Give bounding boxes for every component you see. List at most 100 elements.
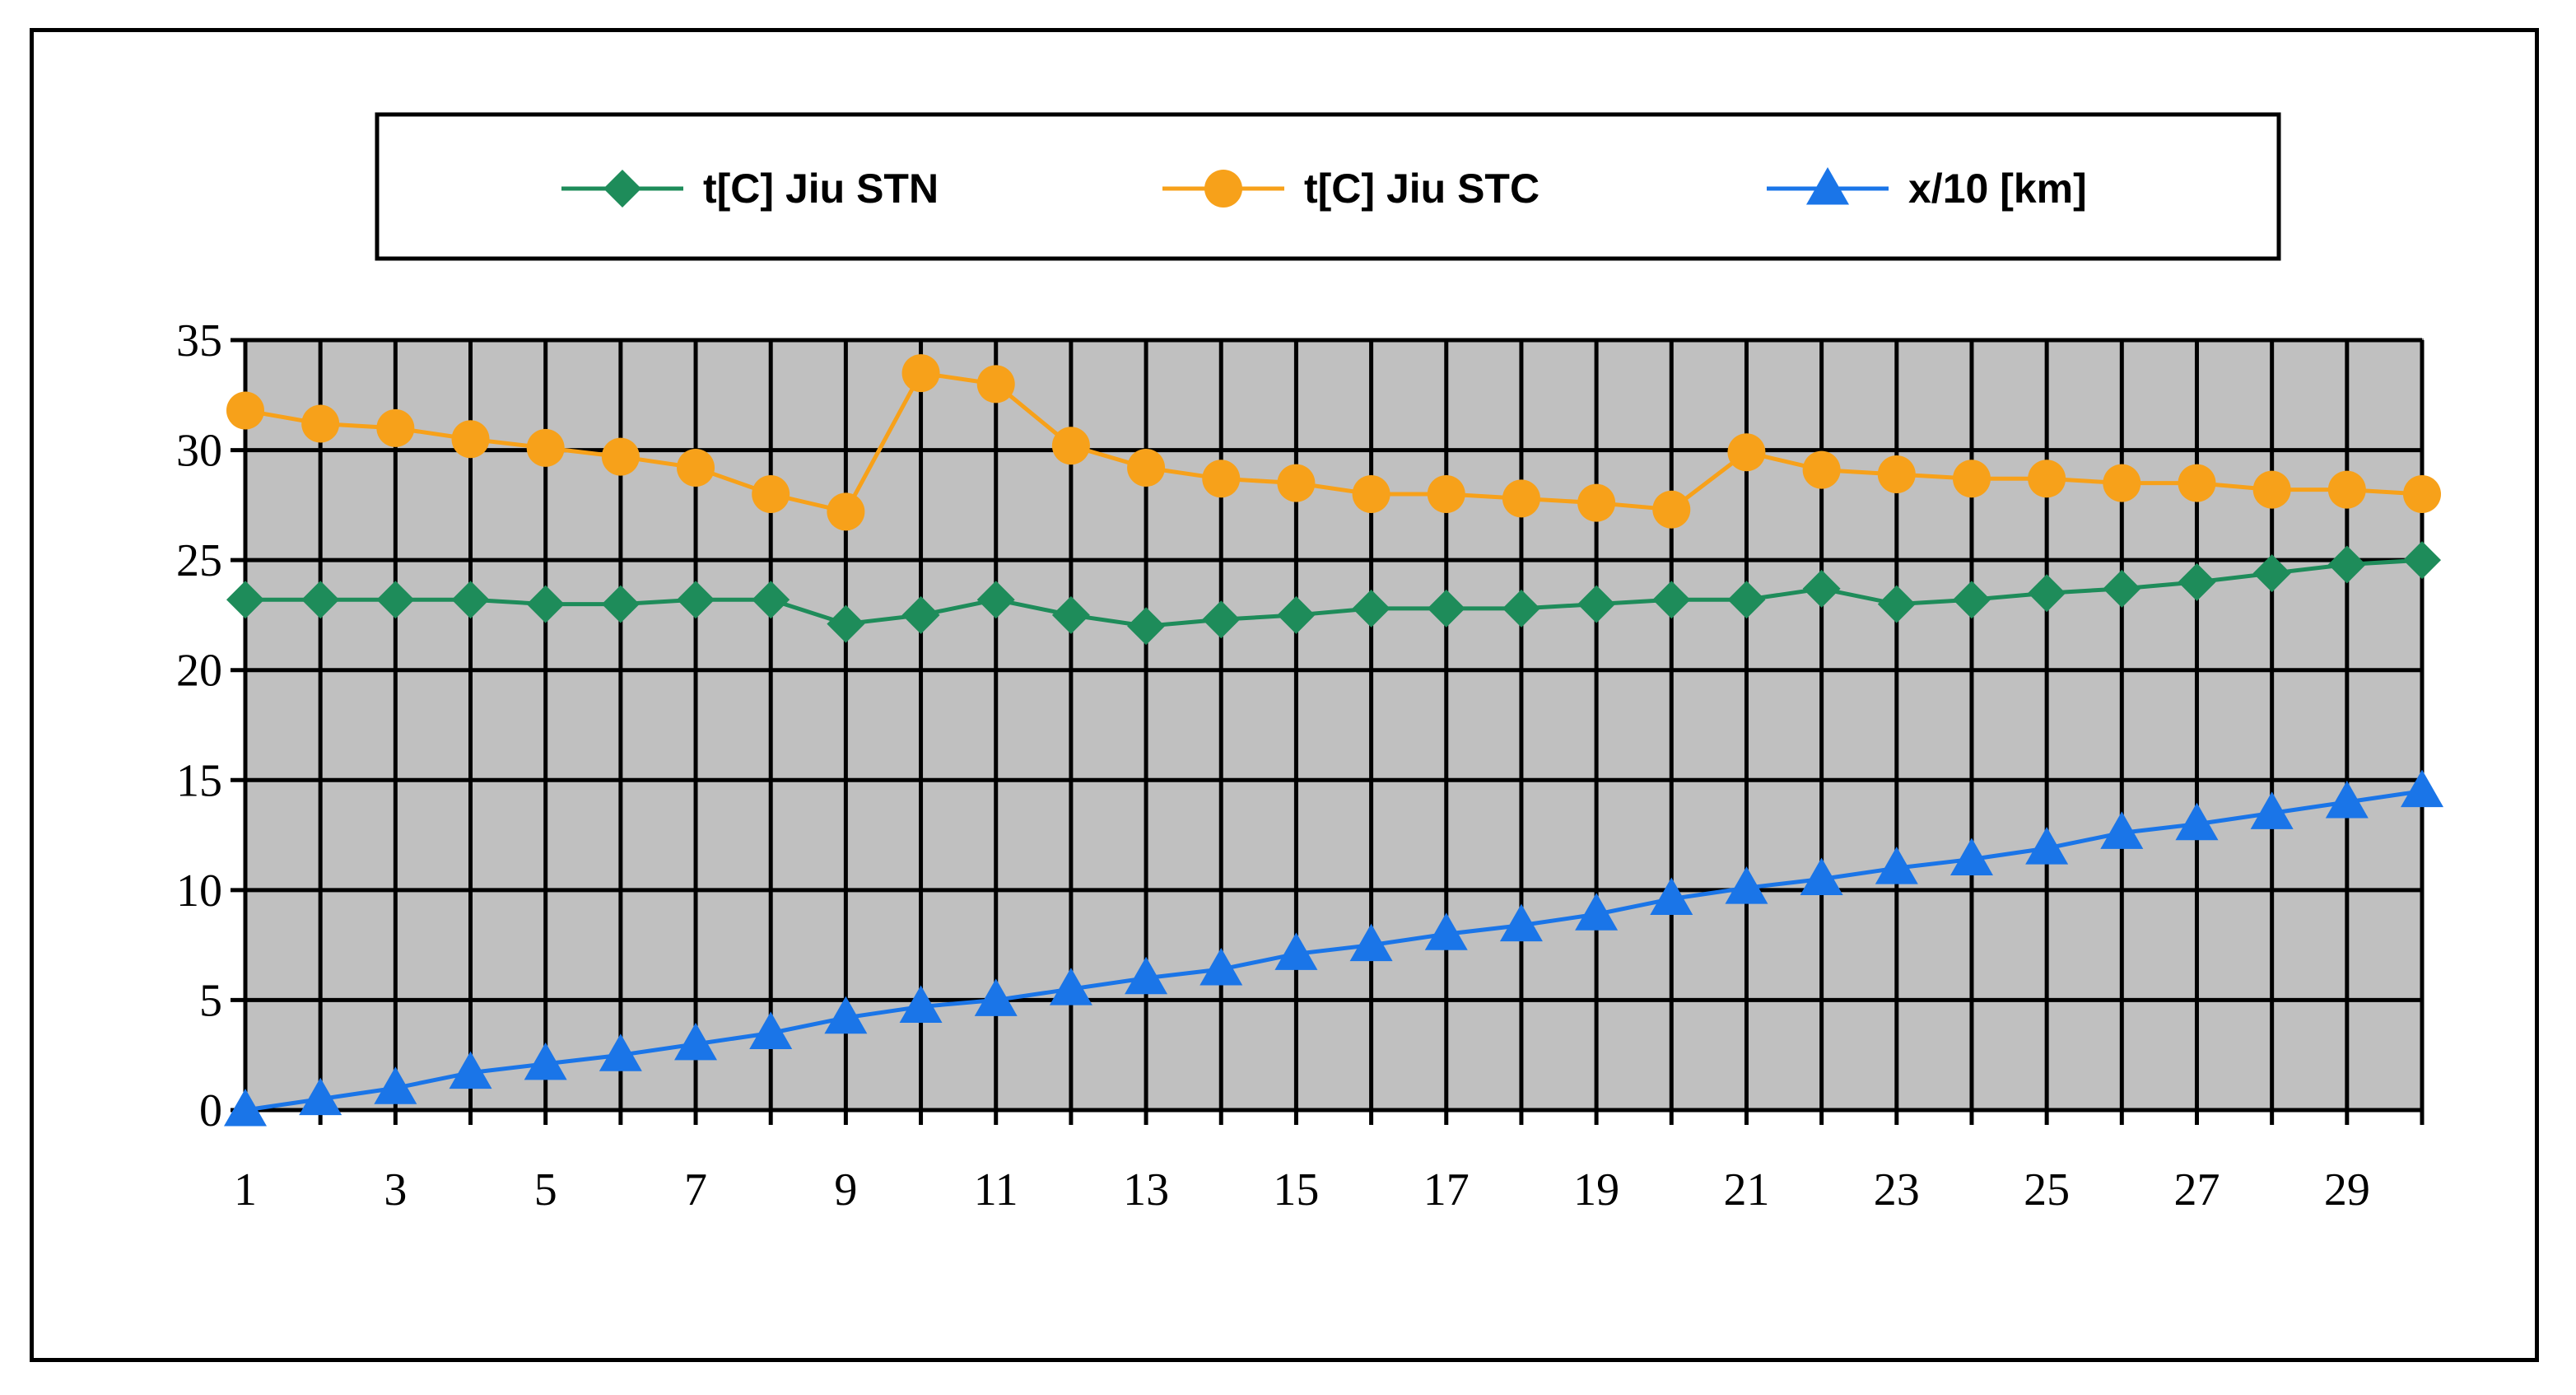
data-point (1499, 903, 1543, 942)
data-point (1877, 585, 1916, 623)
data-point (1049, 968, 1092, 1005)
data-point (1202, 600, 1241, 639)
data-point (2252, 554, 2291, 593)
data-point (1802, 450, 1841, 489)
data-point (1575, 893, 1619, 931)
legend-entry: x/10 [km] (1767, 166, 2087, 212)
data-point (976, 365, 1015, 404)
data-point (299, 1077, 342, 1116)
legend-entry: t[C] Jiu STN (561, 166, 939, 212)
axes (243, 340, 2422, 1113)
legend-box (375, 112, 2281, 261)
x-tick-label: 15 (1273, 1164, 1319, 1215)
data-point (1202, 460, 1241, 498)
x-tick-label: 1 (234, 1164, 257, 1215)
data-point (449, 1051, 492, 1089)
y-tick-label: 0 (199, 1085, 222, 1136)
data-point (901, 354, 940, 393)
data-point (1204, 170, 1242, 208)
data-point (1127, 607, 1166, 646)
x-tick-label: 5 (534, 1164, 557, 1215)
data-point (1349, 923, 1393, 962)
x-tick-label: 9 (834, 1164, 857, 1215)
x-tick-label: 25 (2024, 1164, 2070, 1215)
data-point (599, 1033, 642, 1071)
x-tick-label: 13 (1123, 1164, 1169, 1215)
data-point (601, 437, 640, 476)
data-point (526, 585, 565, 623)
data-point (1725, 866, 1768, 904)
data-point (601, 585, 640, 623)
data-point (226, 581, 264, 619)
data-point (1125, 956, 1168, 995)
y-tick-label: 35 (176, 315, 222, 366)
data-point (524, 1042, 567, 1080)
x-tick-label: 7 (684, 1164, 707, 1215)
data-point (2100, 811, 2144, 849)
data-point (2028, 574, 2066, 613)
data-point (752, 581, 790, 619)
data-point (2103, 464, 2141, 502)
legend-label: t[C] Jiu STC (1304, 166, 1540, 212)
data-point (1127, 448, 1166, 487)
data-point (1727, 581, 1766, 619)
data-point (1650, 877, 1693, 916)
data-point (1577, 585, 1616, 623)
data-point (1806, 167, 1849, 205)
data-point (974, 978, 1018, 1016)
data-point (226, 391, 264, 430)
data-point (1427, 589, 1465, 628)
x-axis-ticks: 1 3 5 7 9 11 13 15 17 19 21 23 25 27 29 (234, 1110, 2425, 1215)
data-point (1352, 475, 1390, 513)
data-point (1277, 464, 1316, 502)
data-point (1652, 490, 1691, 529)
data-point (1424, 912, 1468, 950)
data-point (2178, 562, 2216, 601)
x-tick-label: 11 (974, 1164, 1018, 1215)
data-point (1577, 483, 1616, 522)
data-point (1949, 837, 1993, 875)
data-point (2325, 781, 2369, 819)
y-tick-label: 15 (176, 755, 222, 806)
data-point (1502, 479, 1540, 518)
data-point (1875, 847, 1918, 884)
x-tick-label: 17 (1423, 1164, 1470, 1215)
legend-entry: t[C] Jiu STC (1162, 166, 1540, 212)
data-point (374, 1066, 417, 1104)
data-point (2103, 569, 2141, 608)
data-point (901, 595, 940, 634)
data-point (827, 492, 865, 531)
data-point (2252, 470, 2291, 509)
series (224, 769, 2443, 1127)
data-point (1277, 595, 1316, 634)
data-point (2178, 464, 2216, 502)
x-tick-label: 3 (384, 1164, 407, 1215)
y-tick-label: 10 (176, 865, 222, 917)
data-point (677, 448, 715, 487)
data-point (224, 1089, 267, 1127)
data-point (1952, 581, 1991, 619)
y-tick-label: 5 (199, 975, 222, 1026)
data-point (2028, 460, 2066, 498)
data-point (376, 581, 415, 619)
data-point (749, 1011, 793, 1049)
data-point (1652, 581, 1691, 619)
series (226, 354, 2441, 531)
data-point (451, 420, 490, 459)
data-point (1502, 589, 1540, 628)
y-axis-ticks: 0 5 10 15 20 25 30 35 (176, 315, 245, 1136)
x-tick-label: 21 (1723, 1164, 1769, 1215)
y-tick-label: 20 (176, 646, 222, 697)
data-point (526, 428, 565, 467)
legend: t[C] Jiu STN t[C] Jiu STC x/10 [km] (375, 112, 2281, 261)
data-point (1427, 475, 1465, 513)
data-point (2025, 827, 2069, 865)
data-point (824, 996, 868, 1034)
data-point (1199, 948, 1243, 986)
legend-label: t[C] Jiu STN (703, 166, 939, 212)
data-point (677, 581, 715, 619)
data-point (2403, 541, 2441, 580)
data-point (2327, 470, 2366, 509)
x-tick-label: 19 (1573, 1164, 1619, 1215)
